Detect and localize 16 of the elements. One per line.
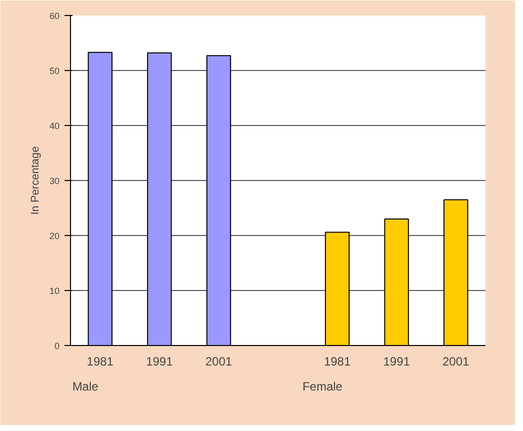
y-tick-label: 0 bbox=[54, 341, 60, 351]
y-tick-label: 10 bbox=[49, 286, 60, 296]
text: Female bbox=[302, 380, 343, 394]
y-tick-label: 30 bbox=[49, 176, 60, 186]
y-tick-label: 20 bbox=[49, 231, 60, 241]
y-tick-label: 50 bbox=[49, 66, 60, 76]
x-tick-label: 1991 bbox=[383, 354, 410, 368]
y-axis-title: In Percentage bbox=[29, 146, 42, 215]
x-tick-label: 1981 bbox=[86, 354, 114, 368]
y-tick-label: 40 bbox=[49, 121, 60, 131]
x-tick-label: 1981 bbox=[324, 354, 351, 368]
x-tick-label: 1991 bbox=[146, 354, 174, 368]
text: Male bbox=[72, 380, 99, 394]
x-tick-label: 2001 bbox=[205, 354, 232, 368]
y-tick-label: 60 bbox=[49, 11, 60, 21]
x-tick-label: 2001 bbox=[442, 354, 470, 368]
